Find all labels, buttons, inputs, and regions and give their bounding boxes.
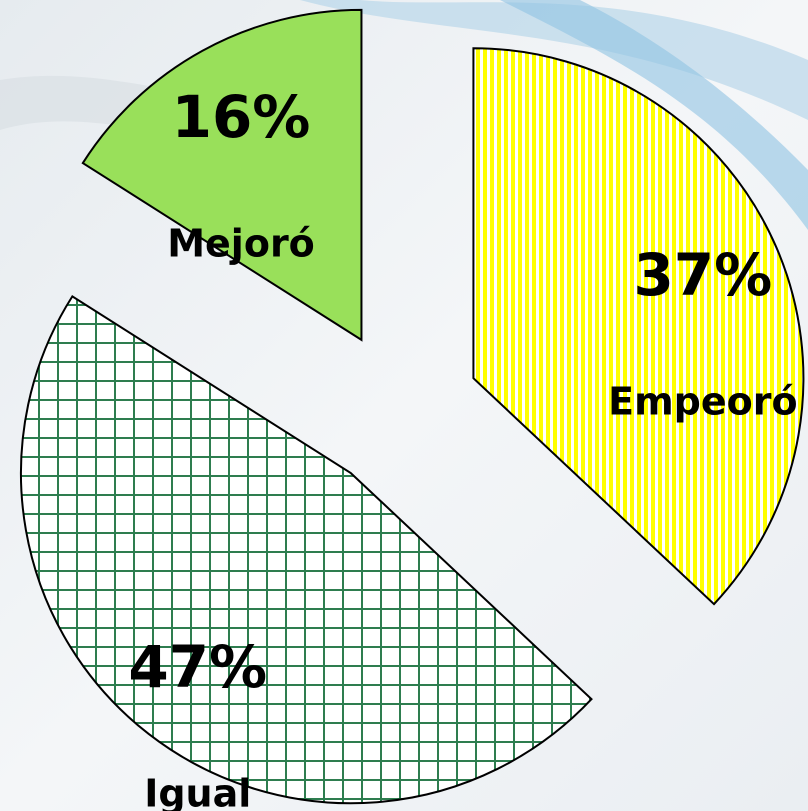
background-swoosh	[300, 0, 808, 120]
pie-slice	[20, 295, 593, 805]
category-label: Empeoró	[608, 379, 797, 423]
category-label: Mejoró	[167, 221, 315, 265]
value-label: 16%	[172, 83, 311, 151]
pie-slice	[472, 47, 805, 606]
value-label: 37%	[633, 241, 772, 309]
category-label: Igual	[144, 771, 251, 811]
background-swoosh	[500, 0, 808, 230]
value-label: 47%	[128, 633, 267, 701]
pie-slice	[81, 8, 363, 342]
